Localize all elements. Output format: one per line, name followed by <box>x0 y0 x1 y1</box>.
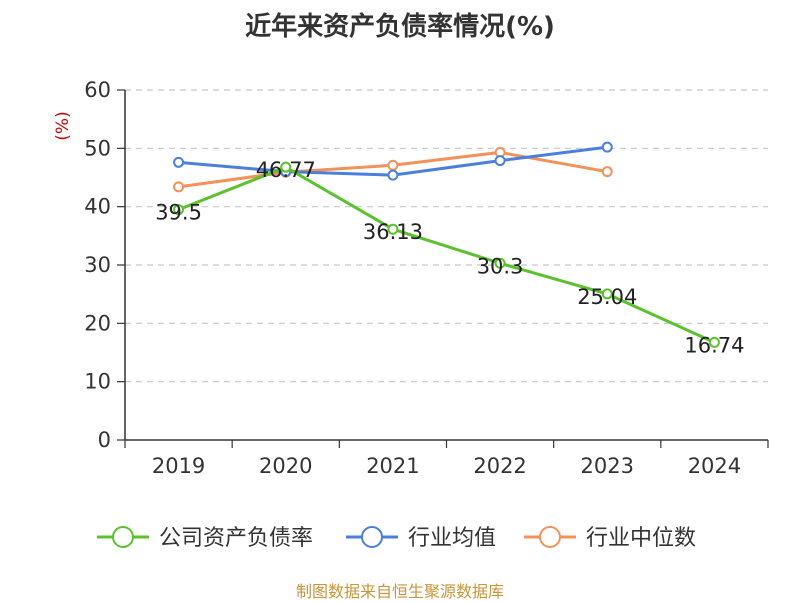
data-point <box>494 257 506 269</box>
y-tick-label: 10 <box>84 370 111 394</box>
grid-lines <box>125 89 768 383</box>
legend-marker <box>112 526 134 548</box>
legend-marker <box>361 526 383 548</box>
y-tick-label: 30 <box>84 253 111 277</box>
data-point <box>280 161 292 173</box>
y-tick-label: 60 <box>84 78 111 102</box>
data-point <box>601 166 613 178</box>
y-tick-label: 0 <box>98 428 111 452</box>
legend: 公司资产负债率 行业均值 行业中位数 <box>97 526 696 551</box>
data-label: 25.04 <box>577 285 637 309</box>
x-tick-label: 2022 <box>473 454 526 478</box>
y-tick-label: 40 <box>84 195 111 219</box>
data-point <box>173 156 185 168</box>
y-axis-unit: (%) <box>53 111 73 140</box>
legend-label: 行业中位数 <box>586 526 696 551</box>
data-point <box>387 223 399 235</box>
data-point <box>494 155 506 167</box>
legend-marker <box>539 526 561 548</box>
data-point <box>387 159 399 171</box>
chart-title: 近年来资产负债率情况(%) <box>245 12 555 42</box>
data-labels: 39.5 46.77 36.13 30.3 25.04 16.74 <box>155 158 744 357</box>
y-tick-label: 50 <box>84 136 111 160</box>
data-point <box>601 288 613 300</box>
data-point <box>173 204 185 216</box>
source-note: 制图数据来自恒生聚源数据库 <box>295 582 504 601</box>
legend-label: 公司资产负债率 <box>159 526 313 551</box>
x-tick-label: 2021 <box>366 454 419 478</box>
data-label: 36.13 <box>363 220 423 244</box>
axes: 0 10 20 30 40 50 60 2019 2020 2021 2022 2023 2024 (%) <box>53 78 769 478</box>
y-tick-label: 20 <box>84 311 111 335</box>
data-label: 30.3 <box>477 254 524 278</box>
data-label: 16.74 <box>684 333 744 357</box>
legend-label: 行业均值 <box>408 526 496 551</box>
data-point <box>708 336 720 348</box>
x-tick-label: 2019 <box>152 454 205 478</box>
data-point <box>387 169 399 181</box>
series-line <box>178 165 716 344</box>
x-tick-label: 2023 <box>581 454 634 478</box>
data-point <box>173 181 185 193</box>
x-tick-label: 2024 <box>688 454 741 478</box>
x-tick-label: 2020 <box>259 454 312 478</box>
data-label: 46.77 <box>256 158 316 182</box>
data-point <box>601 141 613 153</box>
data-label: 39.5 <box>155 201 202 225</box>
series-lines <box>173 141 720 348</box>
